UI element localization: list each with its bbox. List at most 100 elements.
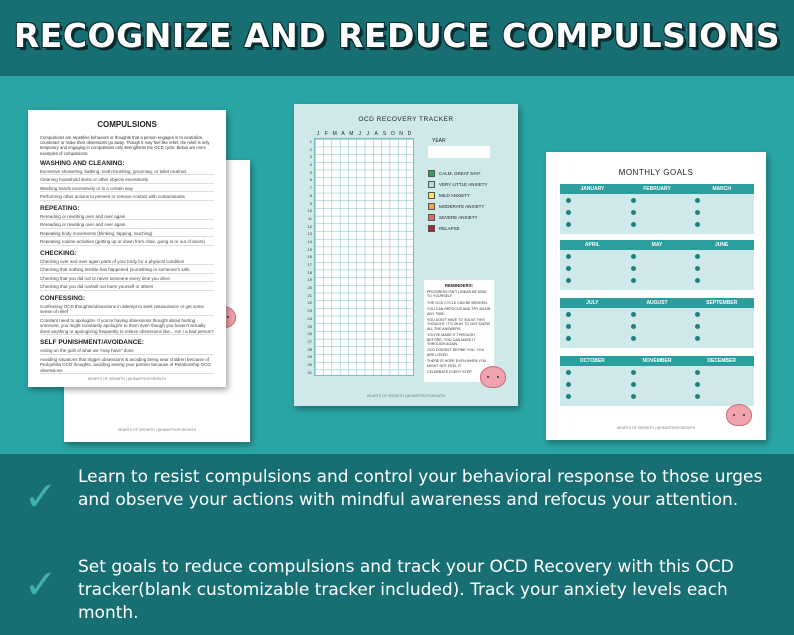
- heart-bullet-icon: [566, 382, 571, 387]
- tracker-day-label: 27: [307, 338, 312, 344]
- tracker-month-label: A: [341, 131, 345, 137]
- tracker-day-label: 1: [309, 139, 312, 144]
- tracker-day-label: 22: [307, 300, 312, 306]
- tracker-day-label: 6: [309, 177, 312, 183]
- anxiety-legend: CALM, GREAT DAY! VERY LITTLE ANXIETY MILD …: [428, 170, 508, 236]
- tracker-day-label: 5: [309, 169, 312, 175]
- compulsions-line: Checking that nothing terrible has happe…: [40, 267, 214, 274]
- goals-month-label: MAY: [651, 242, 663, 248]
- heart-bullet-icon: [566, 324, 571, 329]
- tracker-month-label: N: [399, 131, 403, 137]
- tracker-day-label: 4: [309, 162, 312, 168]
- tracker-day-label: 12: [307, 223, 312, 229]
- reminder-item: YOU DON'T HAVE TO SOLVE THIS THOUGHT. IT…: [427, 318, 490, 331]
- heart-bullet-icon: [630, 254, 636, 259]
- goals-month-label: NOVEMBER: [642, 358, 672, 364]
- reminder-item: YOU CAN REFOCUS AND TRY AGAIN ANY TIME.: [427, 307, 491, 316]
- tracker-month-label: M: [349, 131, 354, 137]
- reminders-title: REMINDERS:: [444, 283, 474, 288]
- legend-label: RELAPSE: [439, 226, 460, 231]
- legend-item: VERY LITTLE ANXIETY: [428, 181, 508, 188]
- brain-mascot-icon: [726, 404, 752, 426]
- tracker-month-label: O: [390, 131, 395, 137]
- goals-quarter-block: JULY AUGUST SEPTEMBER: [560, 298, 754, 348]
- tracker-day-label: 10: [307, 208, 312, 214]
- heart-bullet-icon: [695, 210, 701, 215]
- compulsions-line: Performing other actions to prevent or r…: [40, 194, 214, 201]
- goals-month-label: FEBRUARY: [643, 186, 671, 192]
- tracker-day-label: 17: [307, 262, 312, 267]
- tracker-month-label: F: [324, 131, 328, 137]
- goals-month-label: DECEMBER: [707, 358, 736, 364]
- compulsions-line: Washing hands excessively or in a certai…: [40, 186, 214, 193]
- tracker-day-label: 20: [307, 285, 312, 291]
- brain-mascot-icon: [480, 366, 506, 388]
- legend-item: MODERATE ANXIETY: [428, 203, 508, 210]
- legend-item: RELAPSE: [428, 225, 508, 232]
- tracker-day-label: 8: [309, 192, 312, 198]
- heart-bullet-icon: [695, 254, 701, 259]
- heart-bullet-icon: [695, 336, 701, 341]
- tracker-day-label: 24: [307, 315, 312, 321]
- heart-bullet-icon: [630, 312, 636, 317]
- goals-month-label: MARCH: [712, 186, 731, 192]
- tracker-day-column: 1 2 3 4 5 6 7 8 9 10 11 12 13 14 15 16 17 18 19 20 21 22 23 24 2…: [302, 138, 314, 376]
- tracker-day-label: 2: [309, 146, 312, 152]
- heart-bullet-icon: [695, 324, 701, 329]
- reminder-item: OCD DOESN'T DEFINE YOU. YOU ARE LOVED.: [427, 348, 485, 357]
- heart-bullet-icon: [695, 394, 701, 399]
- compulsions-section-heading: REPEATING:: [40, 204, 80, 212]
- compulsions-line: Checking over and over again parts of yo…: [40, 259, 214, 266]
- legend-item: MILD ANXIETY: [428, 192, 508, 199]
- heart-bullet-icon: [566, 336, 571, 341]
- legend-swatch: [428, 203, 435, 210]
- tracker-day-label: 19: [307, 277, 312, 283]
- reminder-item: CELEBRATE EVERY STEP.: [427, 370, 473, 375]
- goals-month-label: JANUARY: [580, 186, 605, 192]
- compulsions-page: COMPULSIONS Compulsions are repetitive b…: [28, 110, 226, 387]
- heart-bullet-icon: [630, 336, 636, 341]
- compulsions-section-heading: CONFESSING:: [40, 294, 86, 302]
- legend-label: MODERATE ANXIETY: [439, 204, 485, 209]
- heart-bullet-icon: [566, 222, 571, 227]
- compulsions-intro: Compulsions are repetitive behaviors or …: [40, 135, 210, 156]
- heart-bullet-icon: [695, 312, 701, 317]
- heart-bullet-icon: [566, 266, 571, 271]
- goals-quarter-block: JANUARY FEBRUARY MARCH: [560, 184, 754, 234]
- tracker-day-label: 13: [307, 231, 312, 237]
- tracker-day-label: 25: [307, 323, 312, 329]
- tracker-day-label: 16: [307, 254, 312, 260]
- back-page-footer: HEARTS OF GROWTH | @HEARTSOFGROWTH: [117, 428, 197, 432]
- compulsions-line: Cleaning household items or other object…: [40, 177, 214, 184]
- tracker-month-label: J: [316, 131, 320, 137]
- tracker-month-label: A: [374, 131, 378, 137]
- tracker-day-label: 18: [307, 269, 312, 275]
- goals-title: MONTHLY GOALS: [618, 168, 694, 177]
- heart-bullet-icon: [695, 278, 701, 283]
- tracker-day-label: 31: [307, 369, 312, 375]
- compulsions-footer: HEARTS OF GROWTH | @HEARTSOFGROWTH: [87, 377, 167, 381]
- compulsions-line: Acting on the guilt of what we "may have…: [40, 348, 214, 355]
- reminder-item: THERE IS HOPE EVEN WHEN YOU MIGHT NOT FE…: [427, 359, 487, 368]
- compulsions-sections: WASHING AND CLEANING: Excessive showering…: [40, 160, 214, 375]
- heart-bullet-icon: [630, 278, 636, 283]
- goals-month-label: AUGUST: [646, 300, 668, 306]
- compulsions-line: Excessive showering, bathing, tooth-brus…: [40, 169, 214, 176]
- check-icon: ✓: [24, 474, 58, 520]
- legend-label: VERY LITTLE ANXIETY: [439, 182, 488, 187]
- tracker-day-label: 15: [307, 246, 312, 252]
- tracker-footer: HEARTS OF GROWTH | @HEARTSOFGROWTH: [366, 394, 446, 398]
- compulsions-line: Checking that you did not/will not harm …: [40, 284, 214, 291]
- year-field: [428, 146, 490, 158]
- goals-month-label: SEPTEMBER: [706, 300, 738, 306]
- compulsions-section-heading: SELF PUNISHMENT/AVOIDANCE:: [40, 339, 144, 347]
- heart-bullet-icon: [630, 210, 636, 215]
- heart-bullet-icon: [695, 370, 701, 375]
- compulsions-line: Repeating routine activities (getting up…: [40, 239, 214, 246]
- heart-bullet-icon: [566, 312, 571, 317]
- tracker-day-label: 11: [307, 215, 312, 221]
- goals-month-label: OCTOBER: [579, 358, 605, 364]
- legend-item: SEVERE ANXIETY: [428, 214, 508, 221]
